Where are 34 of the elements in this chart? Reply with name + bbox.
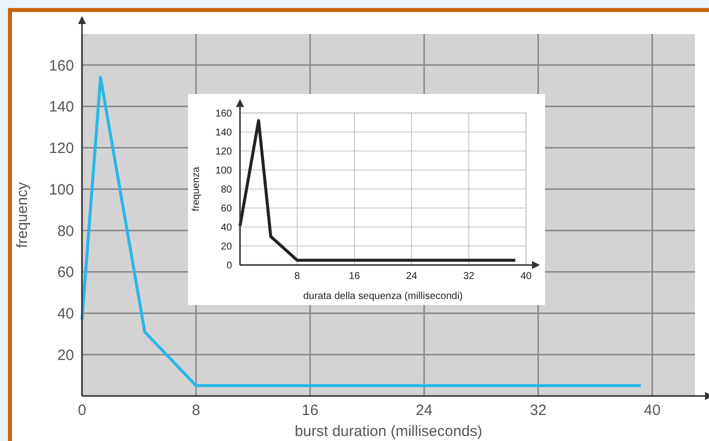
y-tick-label: 20 (57, 346, 74, 364)
line-series (80, 76, 642, 388)
x-tick-label: 8 (192, 402, 200, 419)
x-tick-label: 0 (78, 402, 86, 419)
y-tick-label: 60 (220, 204, 232, 214)
y-tick-label: 100 (48, 181, 74, 198)
y-tick-label: 160 (48, 57, 74, 74)
y-tick-label: 0 (226, 260, 232, 272)
y-tick-label: 60 (57, 264, 74, 282)
x-tick-label: 24 (416, 402, 432, 419)
x-axis-title: burst duration (milliseconds) (294, 423, 482, 440)
y-axis-title: frequency (14, 182, 31, 248)
x-tick-label: 24 (406, 271, 418, 282)
y-tick-label: 160 (215, 108, 232, 120)
y-tick-label: 120 (48, 140, 74, 158)
y-tick-label: 80 (57, 222, 74, 240)
x-tick-label: 32 (530, 402, 547, 419)
x-tick-label: 40 (520, 271, 532, 282)
y-tick-label: 80 (220, 184, 232, 196)
x-axis-title: durata della sequenza (millisecondi) (303, 291, 463, 302)
x-tick-label: 16 (348, 271, 360, 282)
y-axis-title: frequenza (191, 166, 202, 212)
x-tick-label: 40 (644, 402, 661, 419)
y-tick-label: 40 (57, 306, 74, 323)
x-tick-label: 8 (294, 271, 300, 282)
y-tick-label: 40 (220, 222, 232, 234)
y-tick-label: 140 (48, 98, 74, 116)
x-tick-label: 16 (302, 402, 318, 419)
y-tick-label: 20 (220, 242, 232, 252)
y-tick-label: 140 (215, 128, 232, 138)
y-tick-label: 100 (215, 166, 232, 176)
y-tick-label: 120 (215, 146, 232, 158)
line-series (238, 119, 517, 262)
x-tick-label: 32 (463, 271, 475, 282)
